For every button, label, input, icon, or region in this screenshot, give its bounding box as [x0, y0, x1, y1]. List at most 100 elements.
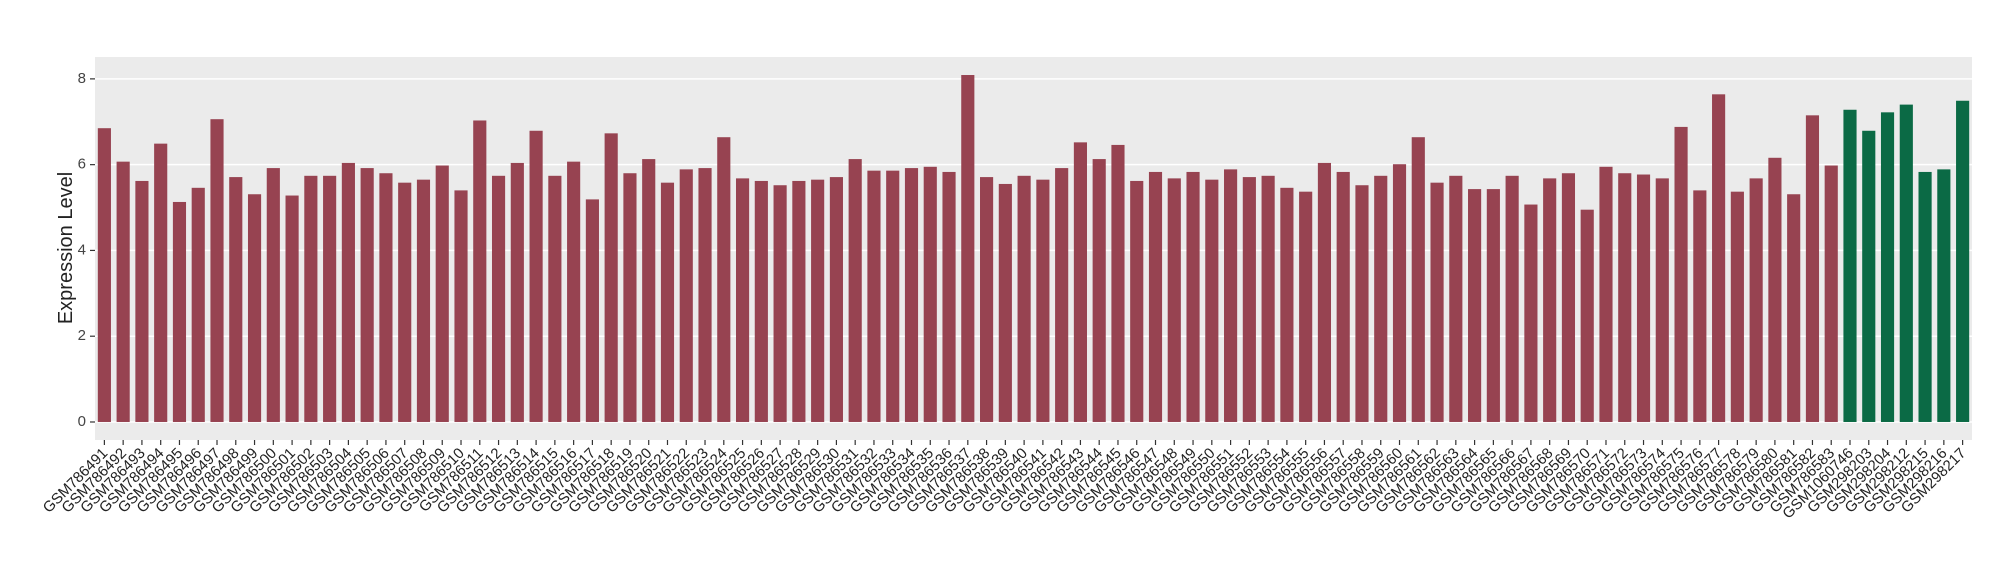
bar: [1655, 178, 1669, 422]
bar: [1899, 104, 1913, 422]
bar: [867, 170, 881, 422]
bar: [1242, 177, 1256, 422]
bar: [1355, 185, 1369, 422]
bar: [961, 75, 975, 422]
bar: [1130, 180, 1144, 422]
bar: [548, 175, 562, 422]
bar: [491, 175, 506, 422]
bar: [135, 180, 149, 422]
bar: [285, 195, 299, 422]
bar: [773, 185, 787, 422]
bar: [1693, 190, 1707, 422]
bar: [660, 182, 675, 422]
bar: [1956, 100, 1970, 422]
bar: [323, 175, 337, 422]
y-axis-label: Expression Level: [55, 172, 77, 324]
bar: [811, 179, 825, 422]
bar: [848, 159, 862, 422]
bar: [1092, 159, 1106, 422]
bar: [1374, 175, 1388, 422]
bar: [829, 177, 843, 422]
bar: [172, 201, 187, 422]
bar: [435, 165, 449, 422]
bar: [304, 175, 318, 422]
bar: [247, 194, 262, 422]
bar: [97, 128, 111, 422]
bar: [1449, 175, 1463, 422]
bar: [116, 161, 130, 422]
bar: [1392, 164, 1407, 422]
bar: [1618, 173, 1632, 422]
bar: [1186, 171, 1200, 422]
bar: [1261, 175, 1275, 422]
bar: [1524, 204, 1538, 422]
bar: [1768, 157, 1782, 422]
bar: [398, 182, 412, 422]
bar: [792, 180, 806, 422]
bar: [1580, 209, 1594, 422]
bar: [210, 119, 224, 422]
bar: [1937, 169, 1951, 422]
bar: [604, 133, 618, 422]
bar: [717, 137, 731, 422]
bar: [154, 143, 168, 422]
bar: [1036, 179, 1050, 422]
bar: [1205, 179, 1219, 422]
bar: [1411, 137, 1425, 422]
bar: [754, 180, 768, 422]
bar: [1111, 144, 1125, 422]
bar: [1055, 168, 1069, 422]
bar: [1148, 171, 1163, 422]
y-tick-label: 8: [78, 70, 86, 87]
bar: [510, 162, 524, 422]
bar: [266, 168, 280, 422]
bar: [1543, 178, 1557, 422]
bar: [1599, 166, 1613, 422]
bar: [1017, 175, 1031, 422]
bar: [698, 168, 712, 422]
bar: [1280, 187, 1294, 422]
bar: [1805, 115, 1820, 422]
bar: [1505, 175, 1519, 422]
bar: [1468, 189, 1482, 422]
bar: [980, 177, 994, 422]
bar: [1787, 194, 1801, 422]
bar: [1430, 182, 1444, 422]
bar: [1712, 94, 1726, 422]
bar: [1749, 178, 1763, 422]
bar: [1224, 169, 1238, 422]
bar: [1862, 130, 1876, 422]
bar: [1636, 174, 1651, 422]
bar: [679, 169, 693, 422]
bar: [1486, 189, 1500, 422]
bar: [923, 166, 937, 422]
bar: [1918, 171, 1932, 422]
y-tick-label: 2: [78, 327, 86, 344]
bar: [1674, 126, 1688, 422]
bar: [473, 120, 487, 422]
bar: [623, 173, 637, 422]
bar: [567, 161, 581, 422]
bar: [1730, 191, 1744, 422]
bar: [642, 159, 656, 422]
bar: [1317, 162, 1332, 422]
y-tick-label: 0: [78, 413, 86, 430]
bar: [1299, 191, 1313, 422]
bar: [1561, 173, 1576, 422]
y-tick-label: 6: [78, 156, 86, 173]
bar: [904, 168, 919, 422]
bar: [379, 173, 393, 422]
bar: [585, 199, 599, 422]
bar: [998, 183, 1012, 422]
bar: [341, 162, 355, 422]
bar: [1880, 112, 1895, 422]
bar: [735, 178, 750, 422]
y-tick-label: 4: [78, 241, 86, 258]
bar: [942, 171, 956, 422]
panel: [95, 57, 1972, 440]
bar: [1167, 178, 1181, 422]
bar: [191, 187, 205, 422]
bar: [229, 177, 243, 422]
bar: [416, 179, 431, 422]
